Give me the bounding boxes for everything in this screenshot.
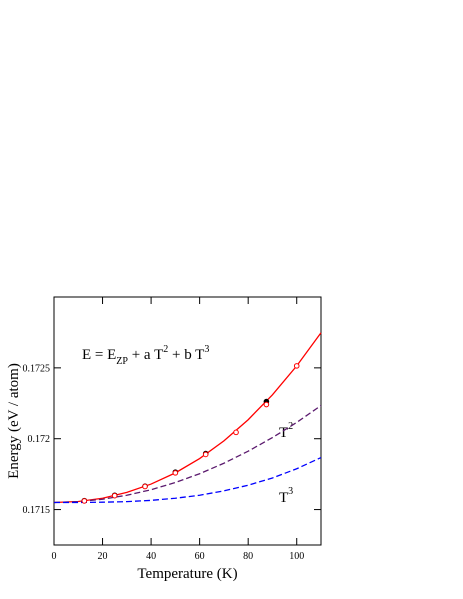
x-tick-label: 20 [98, 551, 108, 562]
data-point [142, 483, 148, 490]
formula: E = EZP + a T2 + b T3 [82, 344, 209, 367]
x-tick-label: 0 [52, 551, 57, 562]
formula-sub: ZP [116, 356, 128, 367]
label-part: T [279, 425, 288, 441]
data-point [263, 401, 270, 408]
y-tick-label: 0.1715 [23, 505, 51, 516]
label-part: T [279, 490, 288, 506]
data-point [202, 451, 209, 458]
curve [53, 332, 322, 504]
label-sup: 3 [288, 486, 293, 497]
x-tick-label: 80 [243, 551, 253, 562]
data-point [81, 498, 88, 504]
t2-label: T2 [279, 421, 293, 441]
data-point [111, 492, 118, 499]
formula-sup: 3 [204, 344, 209, 355]
y-tick-label: 0.172 [28, 434, 51, 445]
x-tick-label: 60 [195, 551, 205, 562]
formula-part: + a T [128, 347, 163, 363]
formula-sup: 2 [163, 344, 168, 355]
plot-frame [53, 296, 322, 546]
curve [53, 405, 322, 504]
y-axis-label: Energy (eV / atom) [6, 363, 22, 479]
formula-part: E = E [82, 347, 116, 363]
formula-part: + b T [168, 347, 204, 363]
data-point [293, 363, 300, 369]
data-point [233, 429, 239, 436]
curve [54, 456, 322, 504]
x-axis-label: Temperature (K) [137, 566, 237, 582]
label-sup: 2 [288, 421, 293, 432]
y-tick-label: 0.1725 [23, 363, 51, 374]
data-point [172, 470, 179, 476]
x-tick-label: 100 [289, 551, 304, 562]
t3-label: T3 [279, 486, 293, 506]
x-tick-label: 40 [146, 551, 156, 562]
